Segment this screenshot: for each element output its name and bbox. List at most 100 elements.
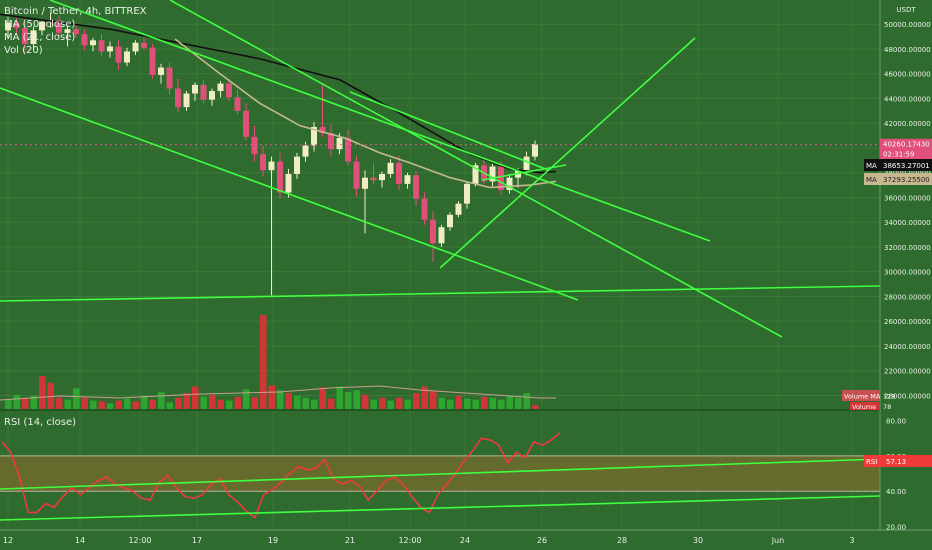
volume-bar — [311, 399, 318, 409]
candle-body — [345, 138, 351, 162]
volume-ma-tag-label: Volume MA — [844, 393, 881, 401]
candle-body — [421, 198, 428, 220]
volume-bar — [370, 399, 377, 409]
volume-tag-value: 78 — [883, 403, 891, 411]
candle-body — [404, 175, 411, 184]
price-tick-label: 28000.00000 — [884, 293, 931, 301]
candle-body — [22, 27, 28, 45]
volume-bar — [404, 399, 411, 409]
candle-body — [209, 91, 215, 100]
price-tick-label: 22000.00000 — [884, 368, 931, 376]
candle-body — [149, 47, 156, 75]
candle-body — [200, 84, 207, 100]
price-tick-label: 20000.00000 — [884, 393, 931, 401]
time-tick-label: 19 — [268, 536, 278, 545]
candle-body — [277, 161, 283, 193]
volume-bar — [285, 393, 292, 409]
candle-body — [13, 22, 20, 28]
candle-body — [294, 156, 300, 174]
volume-bar — [430, 391, 437, 409]
volume-bar — [98, 401, 105, 409]
candle-body — [311, 126, 317, 146]
time-tick-label: 26 — [537, 536, 547, 545]
price-tick-label: 46000.00000 — [884, 71, 931, 79]
candle-body — [251, 136, 258, 155]
ma50-tag-label-bg — [864, 159, 880, 171]
time-tick-label: 12 — [3, 536, 13, 545]
candle-body — [464, 183, 470, 204]
candle-body — [183, 93, 190, 108]
candle-body — [362, 177, 368, 189]
candle-body — [192, 84, 198, 94]
time-tick-label: 17 — [192, 536, 202, 545]
volume-bar — [455, 395, 462, 409]
volume-ma-tag-value: 129 — [883, 393, 895, 401]
trendline-6 — [481, 164, 567, 181]
volume-bar — [175, 397, 182, 409]
volume-bar — [447, 399, 454, 409]
rsi-tick-label: 40.00 — [886, 488, 906, 496]
volume-bar — [209, 394, 216, 409]
volume-bar — [192, 386, 199, 409]
last-price-tag: 40260.17430 — [883, 141, 930, 149]
volume-bar — [47, 382, 54, 409]
volume-bar — [107, 403, 114, 409]
time-tick-label: 12:00 — [398, 536, 421, 545]
legend-ma21: MA (21, close) — [4, 32, 76, 43]
volume-bar — [39, 376, 46, 409]
volume-bar — [353, 390, 360, 409]
price-tick-label: 30000.00000 — [884, 269, 931, 277]
ma50-tag: 38653.27001 — [883, 162, 930, 170]
candle-body — [328, 133, 334, 150]
time-tick-label: 21 — [345, 536, 355, 545]
candle-body — [30, 30, 37, 45]
time-tick-label: 28 — [617, 536, 627, 545]
volume-bar — [506, 395, 513, 409]
candle-body — [56, 20, 62, 33]
volume-bar — [319, 387, 326, 409]
price-tick-label: 50000.00000 — [884, 21, 931, 29]
ma50-tag-bg — [880, 159, 932, 171]
volume-bar — [464, 398, 471, 409]
candle-body — [498, 166, 504, 191]
volume-bar — [56, 397, 63, 409]
volume-bar — [166, 402, 173, 409]
volume-bar — [30, 395, 37, 409]
rsi-line — [1, 432, 561, 520]
ma50-tag-label: MA — [866, 162, 877, 170]
candle-body — [430, 219, 436, 244]
rsi-trendline-upper — [0, 458, 881, 490]
volume-bar — [532, 405, 539, 409]
candle-body — [532, 144, 538, 157]
volume-bar — [217, 399, 224, 409]
price-tick-label: 26000.00000 — [884, 318, 931, 326]
volume-bar — [13, 394, 20, 409]
volume-bar — [158, 392, 165, 409]
price-tick-label: 44000.00000 — [884, 95, 931, 103]
volume-bar — [379, 397, 386, 409]
candle-body — [489, 166, 496, 182]
rsi-tick-label: 80.00 — [886, 418, 906, 426]
candle-body — [379, 173, 385, 181]
rsi-tag-label-bg — [864, 454, 880, 467]
volume-bar — [115, 400, 122, 409]
candle-body — [302, 145, 309, 157]
candle-body — [336, 138, 343, 150]
volume-bar — [251, 396, 258, 409]
candle-body — [260, 154, 266, 171]
candle-body — [166, 67, 173, 89]
time-tick-label: 24 — [460, 536, 470, 545]
candle-body — [64, 29, 71, 33]
volume-bar — [22, 397, 29, 409]
candle-body — [39, 21, 45, 31]
volume-bar — [64, 399, 71, 409]
volume-bar — [5, 399, 12, 409]
trendline-2 — [49, 0, 711, 242]
volume-bar — [90, 400, 97, 409]
legend-vol: Vol (20) — [4, 45, 43, 56]
candle-body — [506, 177, 513, 191]
volume-bar — [413, 393, 420, 409]
candle-body — [447, 214, 453, 228]
